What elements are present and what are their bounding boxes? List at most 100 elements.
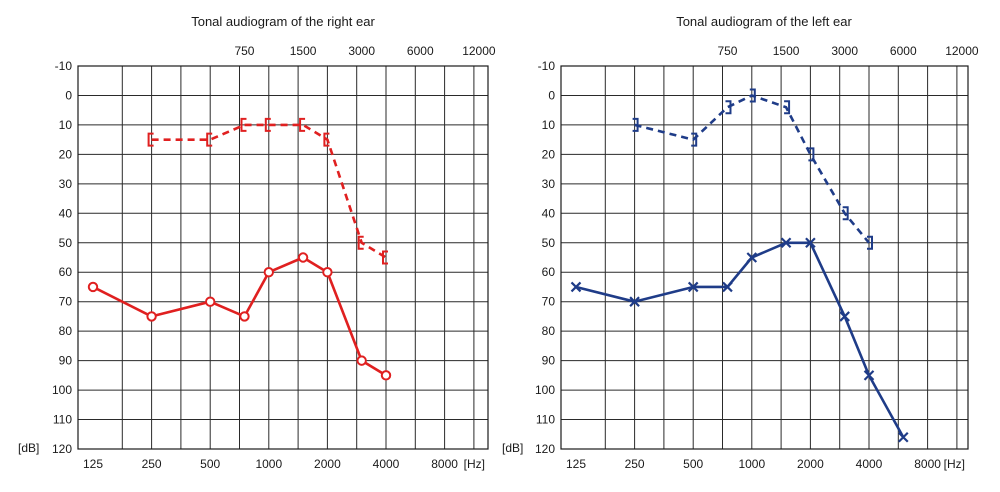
y-tick-label: -10: [55, 59, 73, 73]
data-point-cross: [780, 237, 792, 249]
data-point-bracket: [691, 132, 698, 147]
data-point-bracket: [867, 235, 873, 250]
data-point-cross: [898, 431, 909, 443]
x-bottom-tick-label: 1000: [255, 457, 282, 471]
data-point-bracket: [632, 117, 639, 132]
x-bottom-tick-label: 125: [566, 457, 586, 471]
x-bottom-tick-label: 1000: [738, 457, 765, 471]
data-point-bracket: [206, 132, 213, 147]
data-point-bracket: [725, 100, 732, 115]
data-point-cross: [746, 252, 758, 263]
data-point-bracket: [264, 117, 271, 132]
data-point-bracket: [357, 235, 364, 250]
x-axis-unit-label: [Hz]: [944, 457, 965, 471]
chart-title: Tonal audiogram of the left ear: [676, 14, 852, 29]
y-tick-label: 40: [542, 206, 556, 220]
x-bottom-tick-label: 8000: [431, 457, 458, 471]
data-point-bracket: [749, 88, 756, 103]
data-point-circle: [380, 370, 392, 381]
series-line: [634, 94, 871, 244]
series-air-conduction: [87, 252, 392, 381]
data-point-bracket: [784, 100, 791, 115]
y-tick-label: 100: [52, 383, 72, 397]
y-tick-label: 90: [542, 354, 556, 368]
series-air-conduction: [570, 237, 909, 443]
x-top-tick-label: 6000: [890, 44, 917, 58]
data-point-cross: [629, 296, 640, 307]
y-tick-label: 20: [542, 147, 556, 161]
y-tick-label: 20: [59, 147, 73, 161]
y-tick-label: 50: [542, 236, 556, 250]
x-axis-unit-label: [Hz]: [464, 457, 485, 471]
y-tick-label: -10: [538, 59, 556, 73]
y-tick-label: 0: [548, 88, 555, 102]
plot-frame: [77, 65, 489, 450]
series-bone-conduction: [147, 117, 388, 265]
x-bottom-tick-label: 2000: [314, 457, 341, 471]
x-bottom-tick-label: 500: [683, 457, 703, 471]
y-tick-label: 0: [65, 88, 72, 102]
x-bottom-tick-label: 4000: [856, 457, 883, 471]
y-tick-label: 70: [59, 295, 73, 309]
data-point-circle: [297, 252, 309, 263]
y-tick-label: 50: [59, 236, 73, 250]
data-point-circle: [205, 296, 216, 307]
data-point-cross: [722, 281, 733, 293]
x-bottom-tick-label: 4000: [373, 457, 400, 471]
y-tick-label: 70: [542, 295, 556, 309]
audiogram-panel-right-ear: Tonal audiogram of the right ear -10 0 10 20…: [18, 14, 496, 471]
chart-title: Tonal audiogram of the right ear: [191, 14, 375, 29]
x-bottom-tick-label: 500: [200, 457, 220, 471]
x-bottom-tick-label: 8000: [914, 457, 941, 471]
data-point-cross: [687, 281, 699, 293]
y-axis-unit-label: [dB]: [18, 441, 39, 455]
data-point-cross: [839, 311, 850, 322]
y-tick-label: 80: [542, 324, 556, 338]
data-point-cross: [805, 237, 816, 249]
x-bottom-tick-label: 250: [142, 457, 162, 471]
x-top-tick-label: 1500: [290, 44, 317, 58]
y-tick-label: 40: [59, 206, 73, 220]
data-point-cross: [863, 370, 875, 381]
y-tick-label: 90: [59, 354, 73, 368]
x-top-tick-label: 12000: [462, 44, 496, 58]
x-bottom-tick-label: 250: [625, 457, 645, 471]
y-tick-label: 120: [535, 442, 555, 456]
x-top-tick-label: 12000: [945, 44, 979, 58]
data-point-circle: [146, 311, 157, 322]
series-line: [575, 241, 905, 438]
data-point-bracket: [323, 132, 330, 147]
data-point-circle: [356, 355, 367, 366]
data-point-bracket: [808, 147, 815, 162]
x-top-tick-label: 3000: [831, 44, 858, 58]
audiogram-panel-left-ear: Tonal audiogram of the left ear -10 0 10 20 3…: [502, 14, 979, 471]
y-tick-label: 60: [542, 265, 556, 279]
data-point-bracket: [842, 206, 849, 221]
y-tick-label: 10: [542, 118, 556, 132]
data-point-bracket: [147, 132, 154, 147]
x-top-tick-label: 750: [234, 44, 254, 58]
data-point-bracket: [382, 250, 388, 265]
x-top-tick-label: 6000: [407, 44, 434, 58]
y-tick-label: 110: [536, 413, 555, 427]
y-tick-label: 10: [59, 118, 73, 132]
y-tick-label: 30: [542, 177, 556, 191]
gridlines: [78, 65, 488, 450]
series-bone-conduction: [632, 88, 873, 250]
data-point-circle: [322, 267, 333, 278]
x-bottom-tick-label: 2000: [797, 457, 824, 471]
x-top-tick-label: 1500: [773, 44, 800, 58]
y-tick-label: 60: [59, 265, 73, 279]
plot-frame: [560, 65, 969, 450]
y-tick-label: 100: [535, 383, 555, 397]
x-top-tick-label: 3000: [348, 44, 375, 58]
data-point-circle: [87, 281, 99, 293]
data-point-cross: [570, 281, 582, 293]
data-point-circle: [263, 267, 274, 278]
y-tick-label: 30: [59, 177, 73, 191]
x-top-tick-label: 750: [717, 44, 737, 58]
y-axis-unit-label: [dB]: [502, 441, 523, 455]
data-point-circle: [239, 311, 250, 322]
